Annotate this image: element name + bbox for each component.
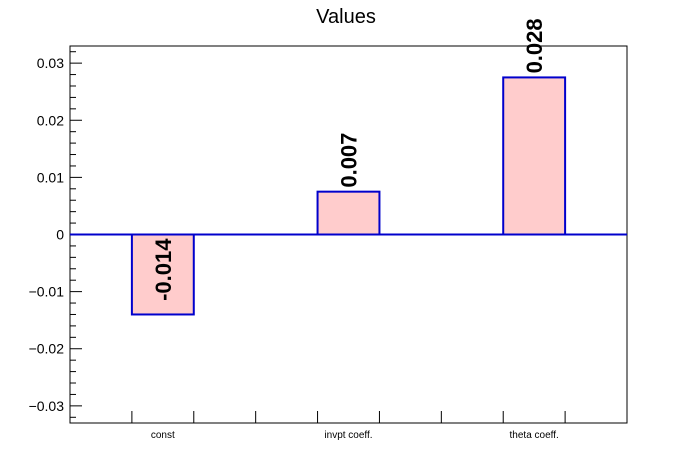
y-tick-label: −0.03 — [29, 398, 65, 414]
y-axis: −0.03 −0.02 −0.01 0 0.01 0.02 0.03 — [29, 51, 82, 418]
y-tick-label: 0.01 — [37, 169, 64, 185]
category-label-const: const — [151, 430, 175, 441]
data-label-invpt-coeff: 0.007 — [337, 133, 362, 188]
bars — [130, 76, 567, 316]
category-label-invpt-coeff: invpt coeff. — [324, 430, 372, 441]
y-tick-label: −0.02 — [29, 341, 65, 357]
data-label-theta-coeff: 0.028 — [522, 18, 547, 73]
data-labels: -0.014 0.007 0.028 — [151, 18, 547, 301]
bar-const — [130, 233, 195, 316]
bar-theta-coeff — [502, 76, 567, 236]
x-axis — [131, 411, 566, 423]
chart-title: Values — [316, 6, 376, 28]
y-tick-label: −0.01 — [29, 284, 65, 300]
y-tick-label: 0.03 — [37, 55, 64, 71]
category-labels: const invpt coeff. theta coeff. — [151, 430, 559, 441]
category-label-theta-coeff: theta coeff. — [510, 430, 559, 441]
data-label-const: -0.014 — [151, 238, 176, 301]
y-tick-label: 0 — [56, 227, 64, 243]
y-tick-label: 0.02 — [37, 112, 64, 128]
bar-invpt-coeff — [316, 190, 381, 236]
